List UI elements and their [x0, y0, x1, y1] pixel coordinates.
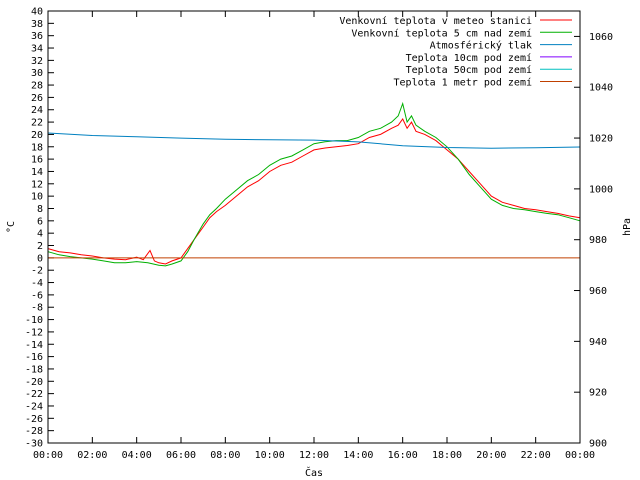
x-tick-label: 04:00 — [122, 450, 152, 461]
y-right-tick-label: 980 — [589, 235, 607, 246]
ticks-layer: -30-28-26-24-22-20-18-16-14-12-10-8-6-4-… — [25, 7, 613, 462]
y-right-tick-label: 1000 — [589, 184, 613, 195]
legend-label-6: Teplota 1 metr pod zemí — [394, 77, 532, 89]
y-left-tick-label: -18 — [25, 364, 43, 375]
y-right-tick-label: 900 — [589, 439, 607, 450]
legend: Venkovní teplota v meteo staniciVenkovní… — [339, 15, 572, 89]
x-tick-label: 08:00 — [210, 450, 240, 461]
x-tick-label: 12:00 — [299, 450, 329, 461]
y-left-tick-label: -2 — [31, 266, 43, 277]
y-left-tick-label: 34 — [31, 44, 43, 55]
y-left-tick-label: -28 — [25, 426, 43, 437]
y-left-tick-label: 40 — [31, 7, 43, 18]
y-left-tick-label: -4 — [31, 278, 43, 289]
y-left-tick-label: -24 — [25, 401, 43, 412]
x-tick-label: 00:00 — [565, 450, 595, 461]
y-right-tick-label: 1020 — [589, 134, 613, 145]
series-line-1 — [47, 118, 581, 265]
x-tick-label: 20:00 — [476, 450, 506, 461]
y-left-tick-label: -26 — [25, 414, 43, 425]
y-left-tick-label: 24 — [31, 105, 43, 116]
legend-label-4: Teplota 10cm pod zemí — [406, 52, 532, 64]
y-left-tick-label: 30 — [31, 68, 43, 79]
y-left-tick-label: 0 — [37, 253, 43, 264]
y-right-tick-label: 1060 — [589, 32, 613, 43]
y-right-tick-label: 1040 — [589, 83, 613, 94]
x-tick-label: 10:00 — [255, 450, 285, 461]
y-left-tick-label: -12 — [25, 327, 43, 338]
legend-label-5: Teplota 50cm pod zemí — [406, 64, 532, 76]
y-right-tick-label: 940 — [589, 337, 607, 348]
y-left-tick-label: -30 — [25, 439, 43, 450]
y-left-tick-label: 4 — [37, 229, 43, 240]
x-tick-label: 14:00 — [343, 450, 373, 461]
y-left-tick-label: -16 — [25, 352, 43, 363]
legend-label-3: Atmosférický tlak — [430, 40, 532, 52]
y-left-tick-label: 36 — [31, 31, 43, 42]
x-tick-label: 02:00 — [77, 450, 107, 461]
y-left-tick-label: 12 — [31, 179, 43, 190]
y-right-tick-label: 960 — [589, 286, 607, 297]
y-left-tick-label: 38 — [31, 19, 43, 30]
y-left-tick-label: 10 — [31, 192, 43, 203]
y-left-tick-label: -14 — [25, 340, 43, 351]
x-tick-label: 00:00 — [33, 450, 63, 461]
y-axis-left-label: °C — [6, 221, 17, 233]
y-left-tick-label: 14 — [31, 167, 43, 178]
y-left-tick-label: -22 — [25, 389, 43, 400]
x-tick-label: 16:00 — [388, 450, 418, 461]
x-tick-label: 18:00 — [432, 450, 462, 461]
x-axis-label: Čas — [305, 466, 323, 479]
x-tick-label: 22:00 — [521, 450, 551, 461]
y-left-tick-label: -6 — [31, 290, 43, 301]
series-line-2 — [47, 101, 581, 267]
y-left-tick-label: 18 — [31, 142, 43, 153]
plot-frame — [47, 10, 581, 444]
x-tick-label: 06:00 — [166, 450, 196, 461]
y-left-tick-label: -8 — [31, 303, 43, 314]
y-left-tick-label: 6 — [37, 216, 43, 227]
series-layer — [47, 101, 581, 267]
y-axis-right-label: hPa — [622, 218, 633, 236]
y-left-tick-label: -10 — [25, 315, 43, 326]
y-left-tick-label: 28 — [31, 81, 43, 92]
y-left-tick-label: -20 — [25, 377, 43, 388]
y-left-tick-label: 16 — [31, 155, 43, 166]
y-left-tick-label: 2 — [37, 241, 43, 252]
series-line-3 — [47, 132, 581, 149]
y-left-tick-label: 26 — [31, 93, 43, 104]
y-left-tick-label: 8 — [37, 204, 43, 215]
y-left-tick-label: 22 — [31, 118, 43, 129]
legend-label-1: Venkovní teplota v meteo stanici — [339, 15, 532, 27]
y-right-tick-label: 920 — [589, 388, 607, 399]
y-left-tick-label: 32 — [31, 56, 43, 67]
y-left-tick-label: 20 — [31, 130, 43, 141]
legend-label-2: Venkovní teplota 5 cm nad zemí — [351, 27, 532, 39]
